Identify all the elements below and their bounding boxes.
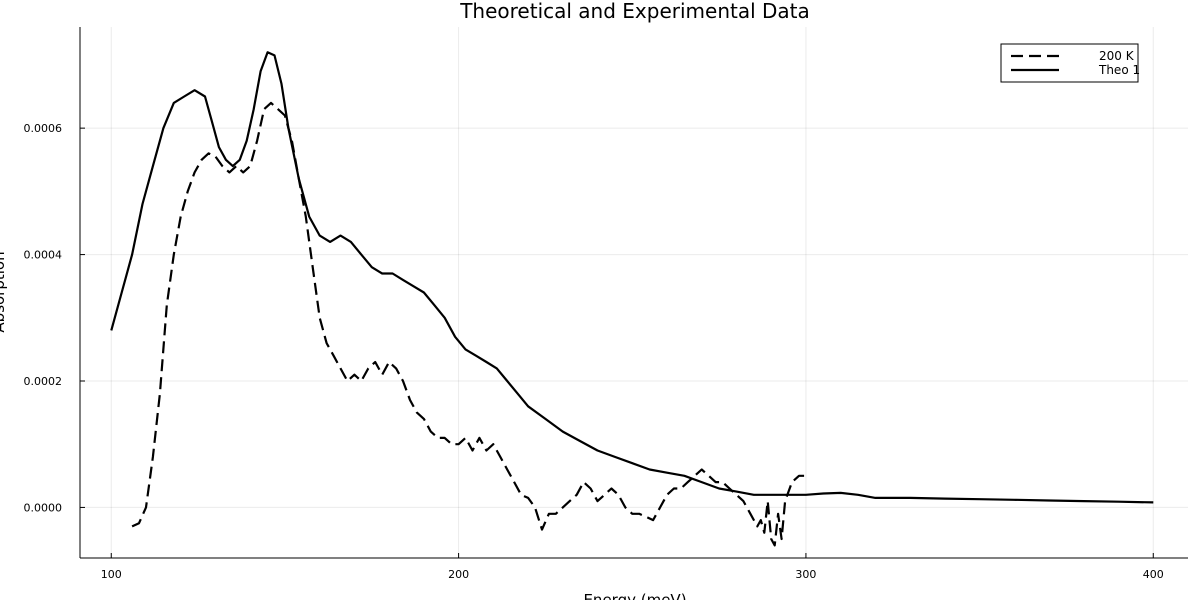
legend-label: Theo 1 (1098, 63, 1140, 77)
grid (80, 27, 1188, 558)
series-group (110, 51, 1154, 547)
y-tick-label: 0.0006 (24, 122, 63, 135)
x-tick-label: 200 (448, 568, 469, 581)
x-tick-label: 400 (1143, 568, 1164, 581)
x-tick-label: 300 (795, 568, 816, 581)
y-tick-label: 0.0002 (24, 375, 63, 388)
x-tick-label: 100 (101, 568, 122, 581)
axes (79, 27, 1188, 559)
y-axis-label: Absorption (0, 251, 8, 332)
legend-box (1000, 43, 1139, 83)
series-line-experimental (131, 101, 806, 547)
chart-title: Theoretical and Experimental Data (459, 0, 810, 23)
series-line-theoretical (110, 51, 1154, 504)
ticks: 100 200 300 400 0.0000 0.0002 0.0004 0.0006 (24, 122, 1164, 581)
y-tick-label: 0.0000 (24, 501, 63, 514)
x-axis-label: Energy (meV) (583, 591, 686, 600)
y-tick-label: 0.0004 (24, 249, 63, 262)
legend-label: 200 K (1099, 49, 1135, 63)
